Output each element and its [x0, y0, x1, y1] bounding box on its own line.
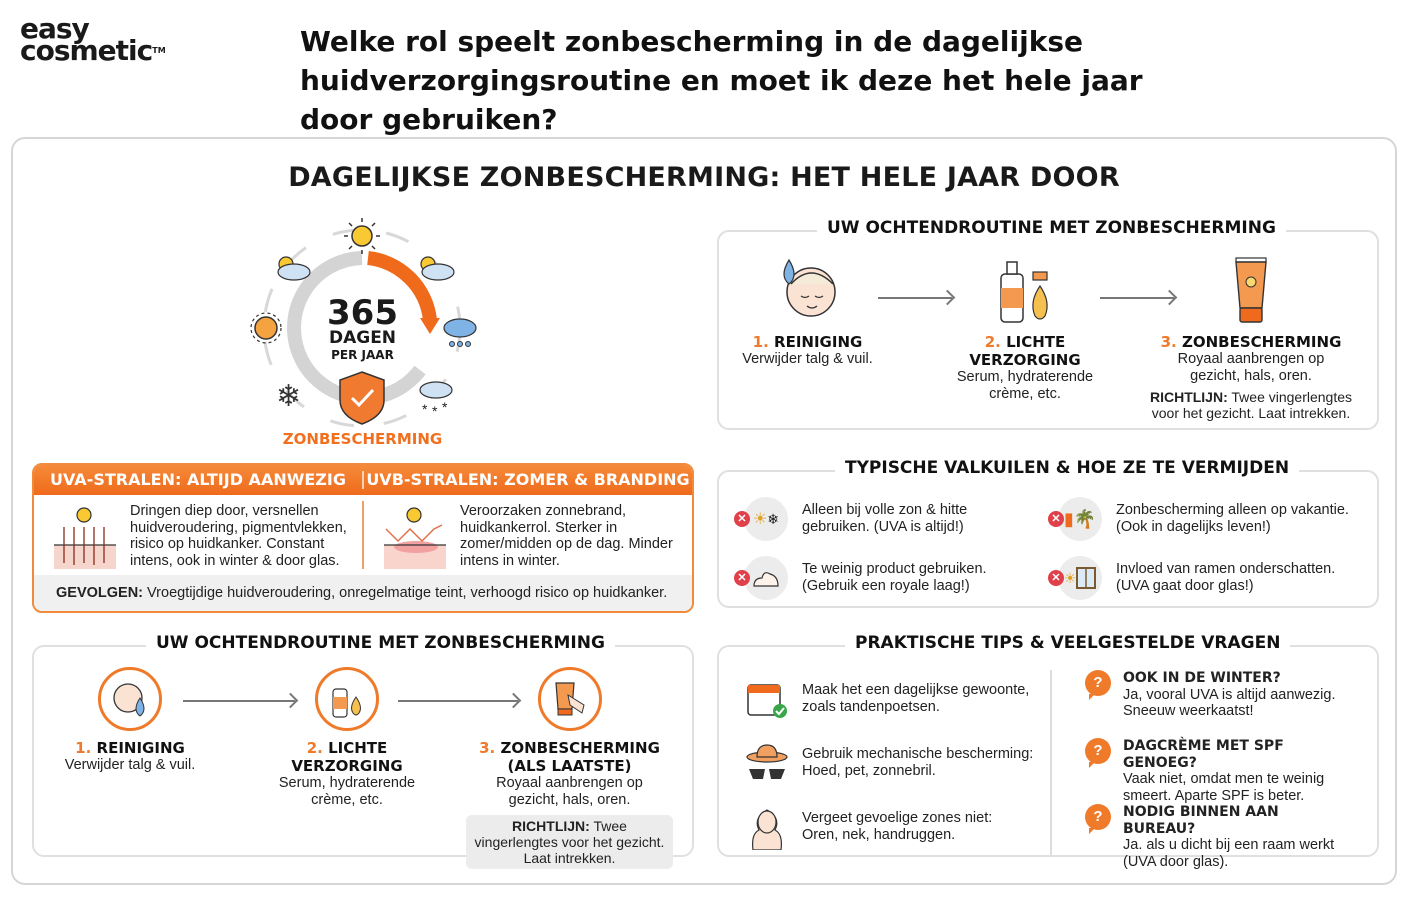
question-bubble-icon: ? [1085, 670, 1111, 700]
pitfall-text: Zonbescherming alleen op vakantie. (Ook … [1116, 502, 1349, 535]
logo-line1: easy [20, 12, 90, 45]
face-cleansing-icon [783, 258, 836, 317]
uvb-text: Veroorzaken zonnebrand, huidkankerrol. S… [460, 503, 673, 569]
svg-text:❄: ❄ [276, 380, 301, 413]
sunscreen-tube-icon [1235, 257, 1267, 323]
days-label: DAGEN [328, 328, 397, 348]
brand-logo: easy cosmeticTM [20, 12, 166, 65]
faq-item: ? OOK IN DE WINTER? Ja, vooral UVA is alt… [1085, 670, 1353, 720]
error-x-icon: ✕ [1048, 570, 1064, 586]
logo-line2: cosmetic [20, 34, 153, 67]
consequences-label: GEVOLGEN: [56, 585, 144, 601]
tip-item: Vergeet gevoelige zones niet: Oren, nek,… [742, 804, 1012, 850]
logo-trademark: TM [152, 46, 166, 55]
calendar-check-icon [742, 676, 792, 722]
question-heading: Welke rol speelt zonbescherming in de da… [300, 25, 1143, 136]
per-year-label: PER JAAR [331, 348, 394, 362]
pitfall-item: ✕ ▮ 🌴 Zonbescherming alleen op vakantie. … [1048, 497, 1366, 541]
sun-protection-label: ZONBESCHERMING [282, 430, 443, 448]
shield-check-icon [339, 371, 385, 425]
error-x-icon: ✕ [1048, 511, 1064, 527]
tip-item: Maak het een dagelijkse gewoonte, zoals … [742, 676, 1042, 722]
step-arrow [878, 297, 952, 299]
question-bubble-icon: ? [1085, 738, 1111, 768]
window-sun-icon: ☀ [1058, 556, 1102, 600]
tip-text: Vergeet gevoelige zones niet: Oren, nek,… [802, 810, 993, 843]
faq-item: ? NODIG BINNEN AAN BUREAU? Ja. als u dich… [1085, 804, 1353, 870]
consequences-bar: GEVOLGEN: Vroegtijdige huidveroudering, … [34, 575, 692, 611]
sun-icon [344, 218, 380, 254]
serum-bottles-icon [315, 667, 379, 731]
guideline-box: RICHTLIJN: Twee vingerlengtes voor het g… [466, 815, 673, 869]
svg-text:*: * [432, 403, 438, 419]
column-divider [1050, 670, 1052, 855]
pitfalls-title: TYPISCHE VALKUILEN & HOE ZE TE VERMIJDEN [835, 458, 1300, 478]
infographic-title: DAGELIJKSE ZONBESCHERMING: HET HELE JAAR… [288, 162, 1120, 193]
tips-faq-panel: PRAKTISCHE TIPS & VEELGESTELDE VRAGEN [717, 633, 1379, 857]
faq-answer: Ja, vooral UVA is altijd aanwezig. Sneeu… [1123, 686, 1336, 720]
routine-bottom-step-1: 1. REINIGING Verwijder talg & vuil. [55, 667, 205, 774]
faq-item: ? DAGCRÈME MET SPF GENOEG? Vaak niet, omd… [1085, 738, 1358, 804]
step-arrow [1100, 297, 1174, 299]
tip-text: Gebruik mechanische bescherming: Hoed, p… [802, 746, 1034, 779]
column-divider [362, 501, 364, 569]
uva-title: UVA-STRALEN: ALTIJD AANWEZIG [50, 470, 346, 489]
routine-top-step-2: 2. LICHTE VERZORGING Serum, hydraterende… [956, 333, 1094, 402]
sunscreen-apply-icon [537, 667, 602, 731]
routine-top-title: UW OCHTENDROUTINE MET ZONBESCHERMING [817, 218, 1286, 238]
uvb-burn-icon [384, 507, 446, 569]
serum-bottles-icon [1000, 261, 1048, 323]
routine-top-step-1: 1. REINIGING Verwijder talg & vuil. [742, 333, 873, 367]
pitfalls-panel: TYPISCHE VALKUILEN & HOE ZE TE VERMIJDEN [717, 458, 1379, 608]
error-x-icon: ✕ [734, 511, 750, 527]
uvb-title: UVB-STRALEN: ZOMER & BRANDING [366, 470, 690, 489]
svg-text:*: * [442, 399, 448, 415]
routine-bottom-title: UW OCHTENDROUTINE MET ZONBESCHERMING [146, 633, 615, 653]
hat-sunglasses-icon [742, 740, 792, 786]
routine-top-step-3: 3. ZONBESCHERMING Royaal aanbrengen op g… [1149, 333, 1353, 421]
step-arrow [183, 700, 295, 702]
header-divider [362, 471, 364, 489]
pitfall-item: ✕ ☀ ❄ Alleen bij volle zon & hitte gebrui… [734, 497, 992, 541]
faq-question: DAGCRÈME MET SPF GENOEG? [1123, 738, 1284, 771]
routine-bottom-step-2: 2. LICHTE VERZORGING Serum, hydraterende… [257, 667, 437, 809]
consequences-text: Vroegtijdige huidveroudering, onregelmat… [143, 585, 668, 601]
face-neck-icon [742, 804, 792, 850]
pitfall-item: ✕ ☀ Invloed van ramen onderschatten. (UV… [1048, 556, 1356, 600]
tip-item: Gebruik mechanische bescherming: Hoed, p… [742, 740, 1042, 786]
tips-title: PRAKTISCHE TIPS & VEELGESTELDE VRAGEN [845, 633, 1291, 653]
svg-text:*: * [422, 401, 428, 417]
routine-bottom-step-3: 3. ZONBESCHERMING (ALS LAATSTE) Royaal a… [462, 667, 677, 869]
face-cleansing-icon [98, 667, 162, 731]
faq-answer: Vaak niet, omdat men te weinig smeert. A… [1123, 771, 1325, 804]
faq-question: NODIG BINNEN AAN BUREAU? [1123, 804, 1279, 837]
pitfall-text: Alleen bij volle zon & hitte gebruiken. … [802, 502, 968, 535]
sun-snow-icon: ☀ ❄ [744, 497, 788, 541]
uv-rays-box: UVA-STRALEN: ALTIJD AANWEZIG UVB-STRALEN… [32, 463, 694, 613]
uva-penetration-icon [54, 507, 116, 569]
routine-panel-top: UW OCHTENDROUTINE MET ZONBESCHERMING [717, 218, 1379, 430]
cream-dollop-icon [744, 556, 788, 600]
step-arrow [398, 700, 518, 702]
faq-question: OOK IN DE WINTER? [1123, 670, 1281, 686]
year-cycle-graphic: * * * ❄ 365 DAGEN PER JAAR ZONBESCHERMING [240, 210, 490, 450]
days-count: 365 [327, 293, 398, 333]
suitcase-palm-icon: ▮ 🌴 [1058, 497, 1102, 541]
tip-text: Maak het een dagelijkse gewoonte, zoals … [802, 682, 1030, 715]
pitfall-text: Invloed van ramen onderschatten. (UVA ga… [1116, 561, 1336, 594]
error-x-icon: ✕ [734, 570, 750, 586]
faq-answer: Ja. als u dicht bij een raam werkt (UVA … [1123, 837, 1335, 870]
uva-text: Dringen diep door, versnellen huidveroud… [130, 503, 347, 569]
pitfall-item: ✕ Te weinig product gebruiken. (Gebruik … [734, 556, 1002, 600]
pitfall-text: Te weinig product gebruiken. (Gebruik ee… [802, 561, 987, 594]
question-bubble-icon: ? [1085, 804, 1111, 834]
